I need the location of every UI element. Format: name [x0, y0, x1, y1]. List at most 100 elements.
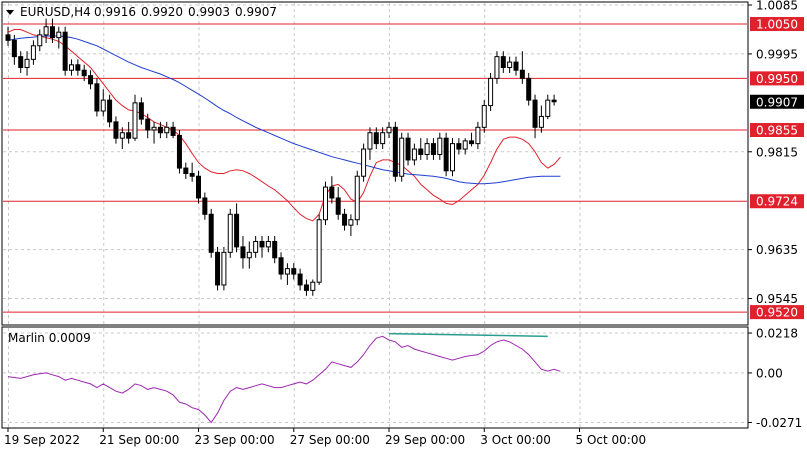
- candle-body-bull: [265, 240, 271, 248]
- candle: [208, 208, 214, 258]
- level-label: 0.9950: [756, 72, 798, 86]
- candle-body-bear: [176, 134, 182, 169]
- candle: [151, 121, 157, 144]
- candle-body-bear: [94, 83, 100, 112]
- candle-body-bear: [145, 118, 151, 131]
- time-tick-label: 3 Oct 00:00: [480, 433, 551, 447]
- candle-body-bull: [151, 126, 157, 131]
- candle: [196, 170, 201, 204]
- candle: [348, 214, 354, 237]
- candle-body-bear: [11, 39, 17, 58]
- candle-body-bear: [500, 56, 506, 69]
- candle: [202, 192, 208, 220]
- candle: [373, 127, 379, 150]
- candle: [500, 51, 506, 73]
- candle: [519, 51, 525, 84]
- price-axis: 1.0085 0.9995 0.9815 0.9635 0.9545: [748, 0, 798, 306]
- candle-body-bear: [157, 126, 163, 134]
- candle: [526, 72, 532, 106]
- candlesticks: [5, 18, 557, 296]
- candle: [18, 51, 24, 73]
- ohlc-low: 0.9903: [188, 5, 230, 19]
- candle: [481, 100, 487, 133]
- candle: [170, 121, 176, 139]
- candle-body-bull: [37, 34, 43, 47]
- candle: [69, 59, 74, 76]
- time-tick-label: 21 Sep 00:00: [99, 433, 179, 447]
- candle-body-bull: [475, 126, 481, 145]
- candle-body-bear: [519, 69, 525, 79]
- candle-body-bull: [488, 77, 494, 107]
- candle-body-bear: [215, 251, 221, 286]
- divergence-line: [388, 332, 548, 338]
- candle: [323, 181, 328, 226]
- current-price-tag: [750, 94, 804, 109]
- candle: [462, 138, 468, 155]
- candle-body-bull: [538, 115, 544, 128]
- candle-body-bear: [5, 34, 11, 41]
- indicator-panel-frame: [1, 326, 749, 429]
- main-panel-frame: [1, 1, 749, 326]
- candle-body-bear: [49, 26, 55, 39]
- candle: [37, 29, 43, 52]
- price-tick-label: 0.9635: [756, 243, 798, 257]
- candle: [342, 208, 348, 231]
- candle: [30, 40, 36, 65]
- horizontal-levels: 1.0050 0.9950 0.9855 0.9724 0.9520: [3, 17, 804, 320]
- candle: [418, 138, 424, 160]
- candle: [49, 18, 55, 44]
- candle-body-bear: [272, 240, 278, 259]
- candle: [443, 132, 449, 177]
- candle: [551, 94, 557, 106]
- candle: [259, 236, 265, 258]
- candle-body-bear: [526, 77, 532, 101]
- chart-menu-icon[interactable]: [6, 10, 14, 15]
- candle: [221, 246, 227, 291]
- candle-body-bear: [18, 56, 24, 69]
- time-axis: 19 Sep 2022 21 Sep 00:00 23 Sep 00:00 27 Se…: [4, 428, 646, 447]
- candle: [284, 263, 290, 285]
- candle-body-bull: [354, 175, 360, 221]
- candle-body-bear: [551, 99, 557, 103]
- marlin-line: [7, 335, 561, 424]
- candle: [475, 121, 481, 150]
- candle: [316, 214, 322, 285]
- candle-body-bull: [284, 268, 290, 275]
- candle: [88, 70, 94, 90]
- candle-body-bear: [138, 102, 144, 120]
- candle: [145, 113, 151, 139]
- candle-body-bear: [126, 132, 132, 139]
- main-grid: [3, 3, 747, 324]
- candle: [538, 105, 544, 133]
- candle: [310, 279, 316, 296]
- candle: [354, 170, 360, 226]
- candle-body-bull: [367, 132, 373, 150]
- candle: [75, 59, 81, 76]
- candle: [437, 132, 443, 160]
- moving-averages: [7, 29, 561, 222]
- candle: [386, 121, 392, 139]
- candle: [126, 121, 132, 144]
- candle-body-bear: [373, 132, 379, 145]
- candle: [367, 127, 373, 160]
- candle-body-bear: [170, 126, 176, 136]
- candle: [392, 121, 398, 182]
- current-price-label: 0.9907: [756, 95, 798, 109]
- candle: [24, 51, 30, 76]
- candle: [361, 143, 367, 182]
- price-tick-label: 1.0085: [756, 0, 798, 13]
- candle-body-bull: [424, 143, 430, 155]
- candle-body-bear: [278, 257, 284, 275]
- candle: [5, 26, 11, 46]
- candle-body-bear: [456, 143, 462, 150]
- time-tick-label: 27 Sep 00:00: [290, 433, 370, 447]
- candle-body-bull: [69, 64, 74, 71]
- candle-body-bear: [443, 137, 449, 172]
- candle: [234, 203, 240, 253]
- level-tag: [750, 305, 804, 320]
- candle: [132, 94, 138, 141]
- candle: [450, 138, 455, 177]
- candle: [246, 241, 252, 269]
- candle: [240, 236, 246, 269]
